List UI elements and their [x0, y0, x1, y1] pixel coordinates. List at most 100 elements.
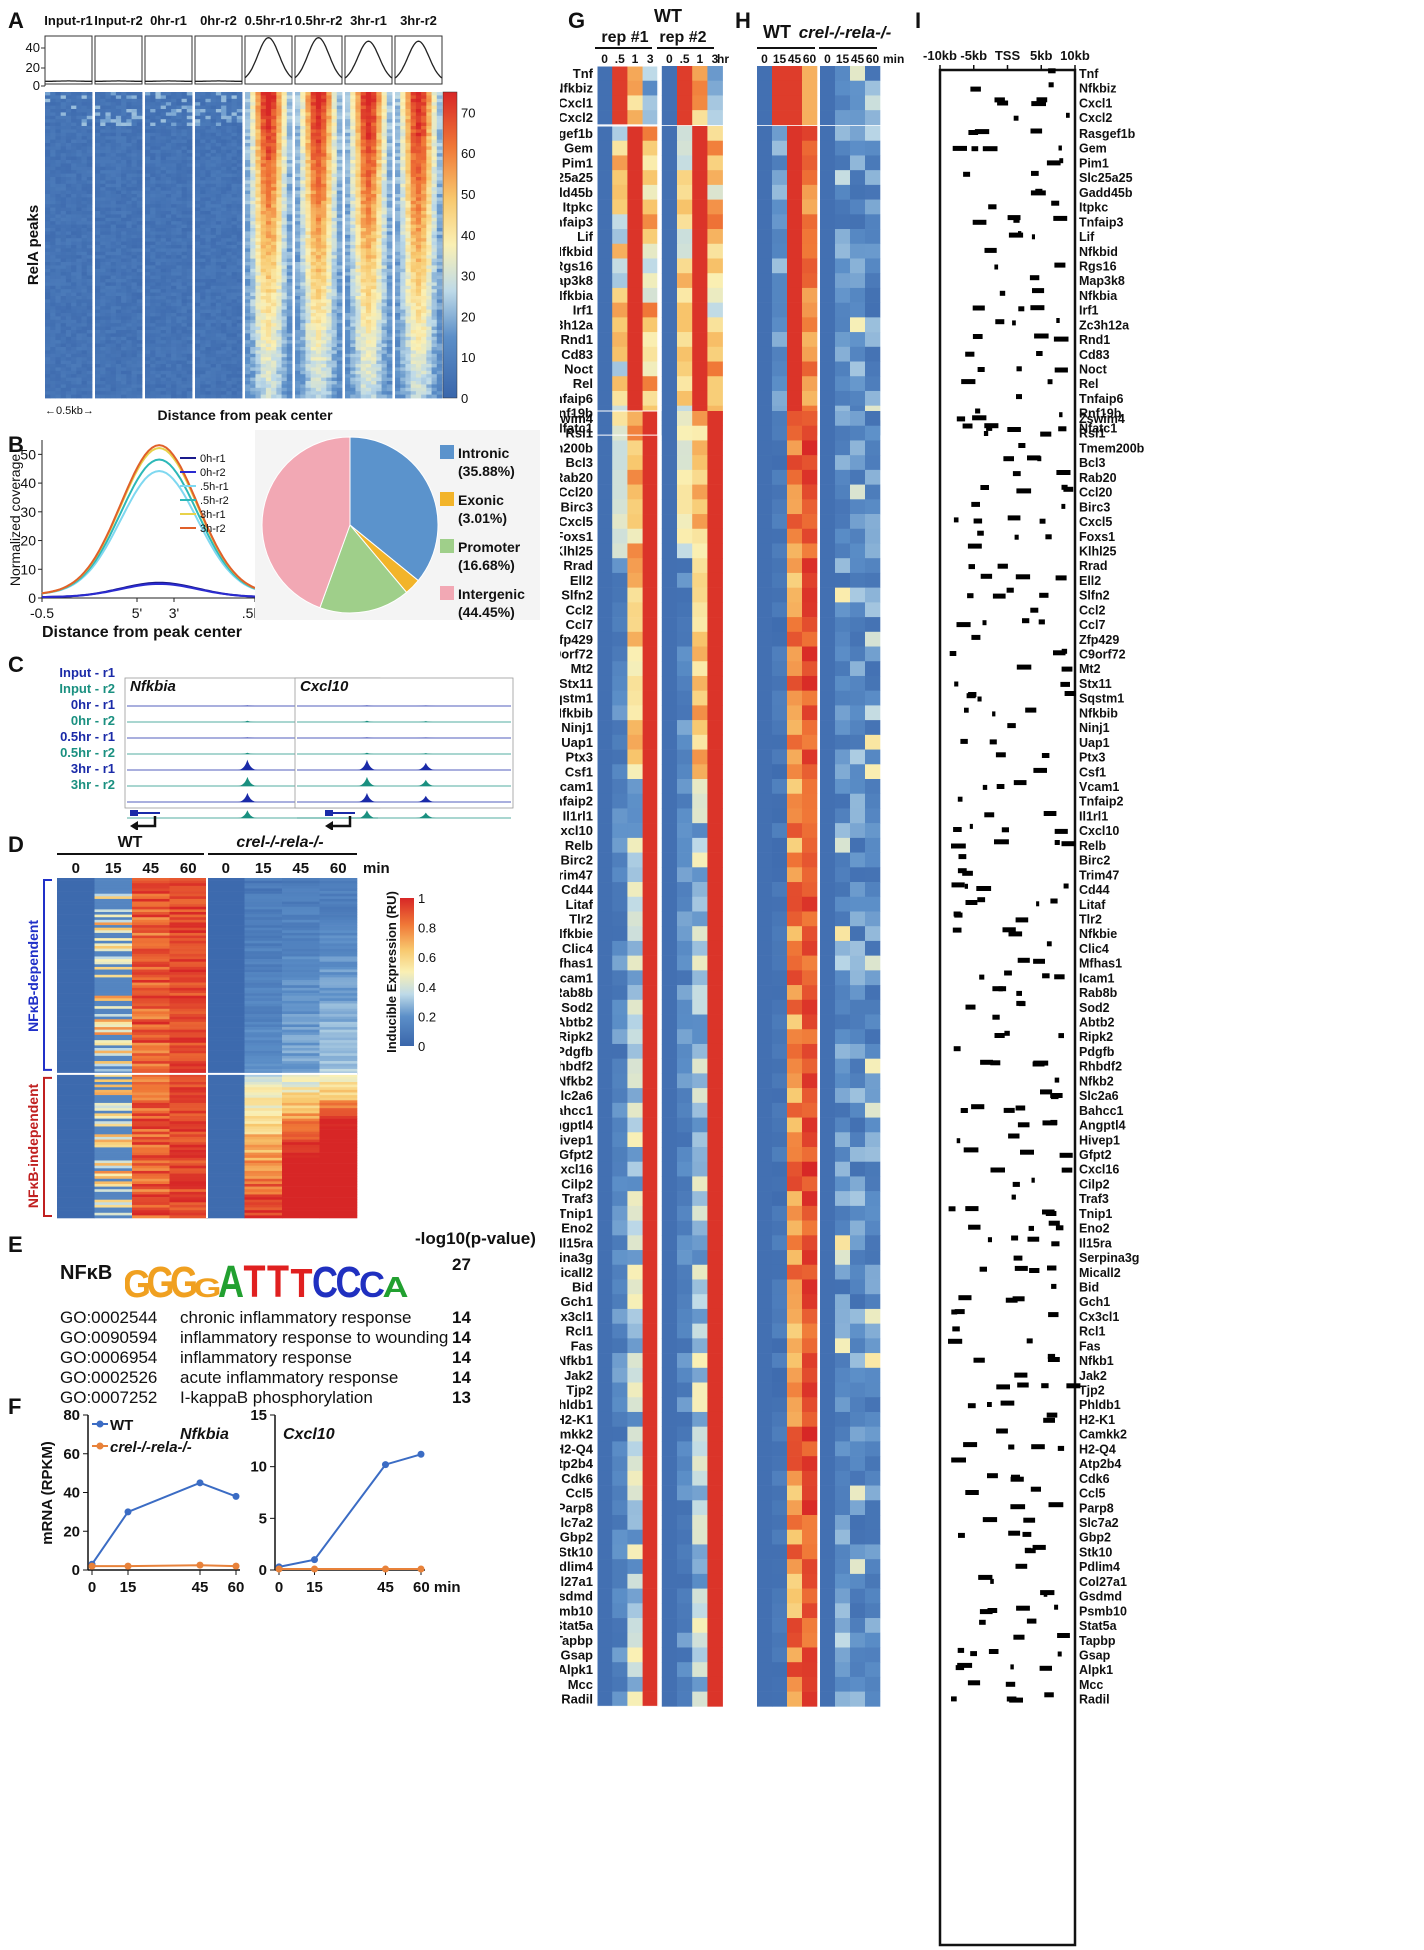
heatmap-cell	[71, 333, 77, 338]
heatmap-cell	[171, 241, 177, 246]
heatmap-cell	[145, 207, 151, 212]
heatmap-cell	[100, 126, 106, 130]
heatmap-cell	[300, 95, 306, 100]
heatmap-cell	[121, 279, 127, 283]
heatmap-cell	[236, 347, 243, 351]
column-label: Input-r1	[44, 13, 92, 28]
heatmap-cell	[121, 299, 127, 304]
heatmap-cell	[315, 255, 322, 259]
heatmap-cell	[215, 105, 222, 110]
heatmap-cell	[286, 285, 293, 290]
heatmap-cell	[321, 309, 327, 314]
heatmap-cell	[300, 109, 306, 113]
heatmap-cell	[115, 292, 122, 297]
heatmap-cell	[231, 221, 238, 225]
heatmap-cell	[200, 183, 206, 188]
heatmap-cell	[60, 221, 67, 225]
heatmap-cell	[100, 187, 106, 191]
heatmap-cell	[181, 330, 188, 334]
heatmap-cell	[221, 129, 227, 134]
heatmap-cell	[326, 214, 332, 219]
heatmap-cell	[321, 265, 327, 270]
heatmap-cell	[176, 360, 182, 365]
heatmap-cell	[265, 241, 272, 246]
heatmap-cell	[200, 360, 206, 365]
heatmap-cell	[145, 391, 151, 395]
heatmap-cell	[255, 285, 262, 290]
heatmap-cell	[100, 221, 106, 225]
heatmap-cell	[326, 350, 332, 355]
heatmap-cell	[181, 262, 188, 266]
heatmap-cell	[255, 217, 262, 222]
profile-curve	[244, 37, 293, 79]
heatmap-cell	[210, 221, 217, 225]
heatmap-cell	[71, 374, 77, 378]
heatmap-cell	[250, 180, 256, 185]
heatmap-cell	[115, 136, 122, 140]
heatmap-cell	[60, 275, 67, 280]
heatmap-cell	[315, 166, 322, 171]
heatmap-cell	[276, 126, 282, 130]
heatmap-cell	[145, 394, 151, 399]
heatmap-cell	[171, 146, 177, 151]
heatmap-cell	[155, 302, 162, 307]
heatmap-cell	[95, 173, 101, 178]
heatmap-cell	[305, 309, 312, 314]
heatmap-cell	[160, 112, 167, 117]
heatmap-cell	[305, 183, 312, 188]
heatmap-cell	[160, 313, 167, 317]
heatmap-cell	[300, 384, 306, 389]
heatmap-cell	[200, 279, 206, 283]
heatmap-cell	[236, 370, 243, 375]
heatmap-cell	[86, 391, 93, 395]
heatmap-cell	[276, 357, 282, 361]
heatmap-cell	[165, 136, 172, 140]
heatmap-cell	[160, 166, 167, 171]
heatmap-cell	[100, 381, 106, 385]
heatmap-cell	[381, 105, 388, 110]
heatmap-cell	[310, 204, 317, 208]
heatmap-cell	[226, 251, 232, 256]
heatmap-cell	[226, 112, 232, 117]
heatmap-cell	[136, 394, 143, 399]
heatmap-cell	[155, 268, 162, 273]
heatmap-cell	[136, 102, 143, 106]
heatmap-cell	[181, 367, 188, 372]
heatmap-cell	[195, 119, 201, 123]
heatmap-cell	[305, 149, 312, 154]
heatmap-cell	[81, 258, 88, 263]
heatmap-cell	[321, 173, 327, 178]
heatmap-cell	[165, 319, 172, 324]
heatmap-cell	[186, 289, 193, 293]
heatmap-cell	[115, 268, 122, 273]
heatmap-cell	[255, 258, 262, 263]
heatmap-cell	[131, 180, 138, 185]
heatmap-cell	[281, 248, 288, 253]
heatmap-cell	[110, 309, 117, 314]
heatmap-cell	[86, 129, 93, 134]
heatmap-cell	[76, 387, 82, 392]
heatmap-cell	[86, 180, 93, 185]
heatmap-cell	[145, 248, 151, 253]
heatmap-cell	[165, 357, 172, 361]
heatmap-cell	[160, 129, 167, 134]
heatmap-cell	[260, 126, 267, 130]
heatmap-cell	[50, 296, 56, 300]
heatmap-cell	[260, 326, 267, 331]
heatmap-cell	[336, 156, 343, 161]
heatmap-cell	[181, 194, 188, 198]
heatmap-cell	[271, 323, 277, 327]
heatmap-cell	[231, 180, 238, 185]
heatmap-cell	[186, 323, 193, 327]
heatmap-cell	[271, 262, 277, 266]
heatmap-cell	[181, 275, 188, 280]
heatmap-cell	[315, 367, 322, 372]
heatmap-cell	[315, 296, 322, 300]
heatmap-cell	[300, 221, 306, 225]
heatmap-cell	[205, 381, 212, 385]
heatmap-cell	[195, 221, 201, 225]
heatmap-cell	[76, 272, 82, 276]
heatmap-cell	[310, 350, 317, 355]
heatmap-cell	[331, 323, 338, 327]
heatmap-cell	[326, 92, 332, 96]
